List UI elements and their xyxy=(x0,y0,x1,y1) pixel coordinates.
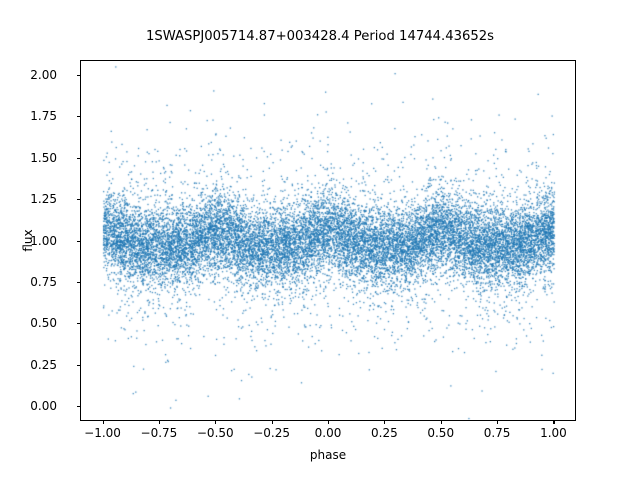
y-tick-label: 1.00 xyxy=(30,233,57,248)
y-tick-mark xyxy=(76,281,80,283)
x-tick-mark xyxy=(440,420,442,424)
x-tick-label: −0.25 xyxy=(253,426,291,440)
x-tick-mark xyxy=(497,420,499,424)
x-tick-label: −1.00 xyxy=(84,426,121,440)
x-tick-mark xyxy=(271,420,273,424)
x-tick-mark xyxy=(102,420,104,424)
x-tick-label: 0.00 xyxy=(314,426,342,440)
x-tick-label: 0.75 xyxy=(483,426,511,440)
y-tick-mark xyxy=(76,323,80,325)
y-tick-mark xyxy=(76,157,80,159)
y-tick-mark xyxy=(76,199,80,201)
y-tick-mark xyxy=(76,406,80,408)
x-tick-label: 0.50 xyxy=(427,426,455,440)
y-tick-label: 0.75 xyxy=(30,274,57,289)
x-tick-label: 1.00 xyxy=(540,426,567,440)
y-tick-label: 0.50 xyxy=(30,316,57,331)
y-tick-label: 0.00 xyxy=(30,399,57,414)
y-tick-label: 1.25 xyxy=(30,192,57,207)
chart-title: 1SWASPJ005714.87+003428.4 Period 14744.4… xyxy=(145,29,495,44)
scatter-plot-points xyxy=(81,61,575,420)
y-tick-mark xyxy=(76,364,80,366)
x-tick-mark xyxy=(553,420,555,424)
x-tick-label: −0.50 xyxy=(196,426,234,440)
y-tick-mark xyxy=(76,74,80,76)
y-axis-label: flux xyxy=(21,229,35,252)
y-tick-label: 1.50 xyxy=(30,150,57,165)
x-tick-mark xyxy=(328,420,330,424)
x-tick-label: −0.75 xyxy=(140,426,178,440)
x-axis-label: phase xyxy=(309,448,347,462)
x-tick-mark xyxy=(384,420,386,424)
plot-axes-frame xyxy=(80,60,576,421)
x-tick-label: 0.25 xyxy=(371,426,398,440)
y-tick-mark xyxy=(76,240,80,242)
x-tick-mark xyxy=(158,420,160,424)
y-tick-label: 2.00 xyxy=(30,67,57,82)
x-tick-mark xyxy=(215,420,217,424)
y-tick-label: 1.75 xyxy=(30,109,57,124)
y-tick-label: 0.25 xyxy=(30,357,57,372)
y-tick-mark xyxy=(76,116,80,118)
